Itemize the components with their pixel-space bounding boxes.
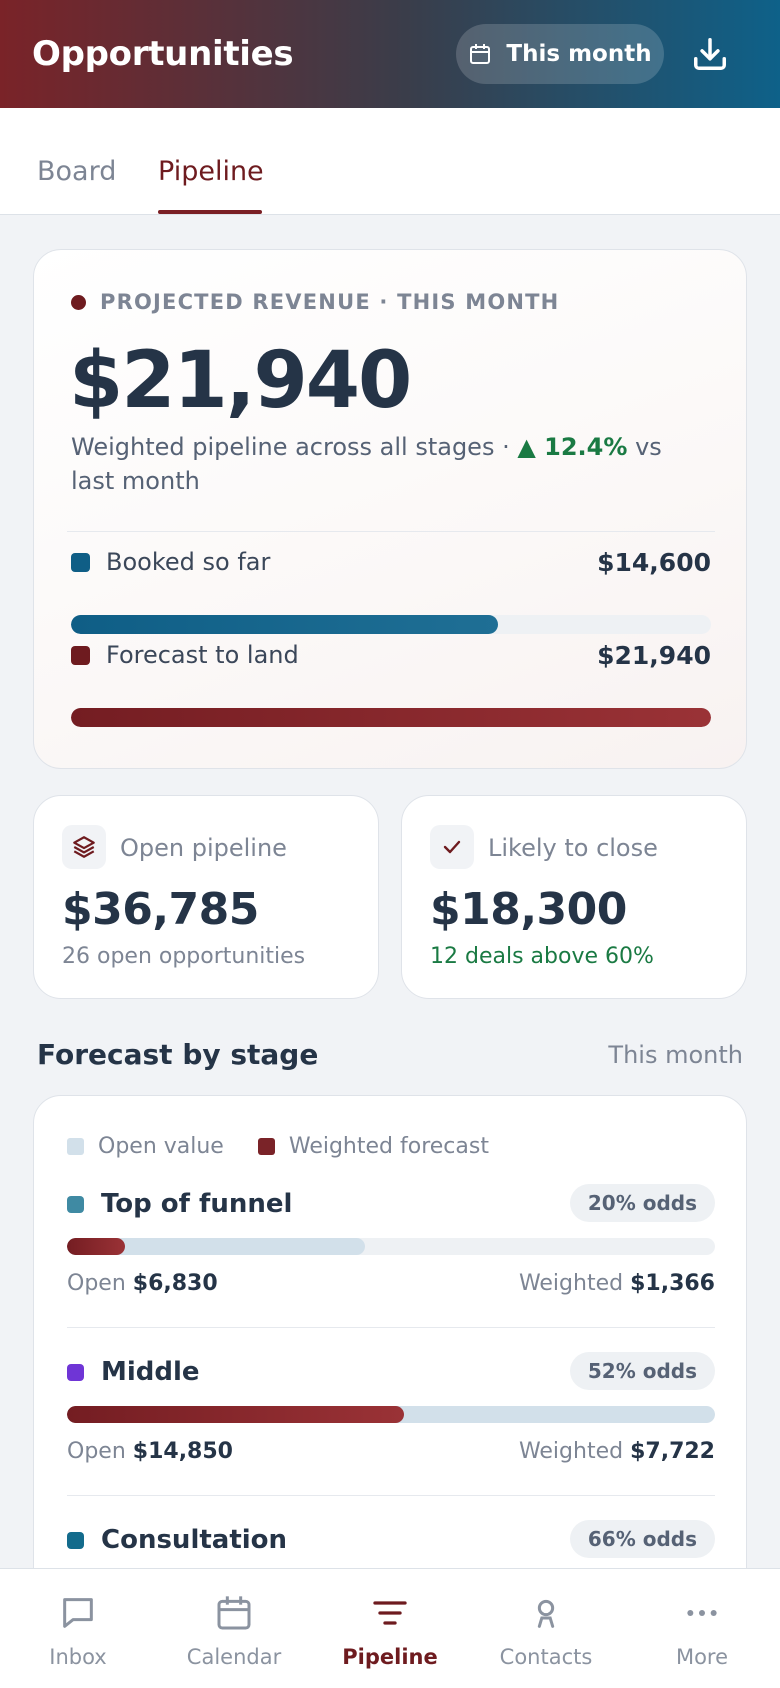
growth-indicator: ▲ 12.4% (517, 433, 628, 461)
inbox-icon (56, 1591, 100, 1635)
subtitle-prefix: Weighted pipeline across all stages · (71, 433, 510, 461)
legend-open-swatch (67, 1138, 84, 1155)
projected-revenue-amount: $21,940 (69, 336, 412, 426)
divider (67, 531, 715, 532)
stage-open-bar (67, 1238, 366, 1255)
nav-inbox[interactable]: Inbox (0, 1569, 156, 1688)
odds-badge: 52% odds (569, 1352, 715, 1390)
calendar-icon (470, 44, 491, 64)
stage-consultation[interactable]: Consultation 66% odds (67, 1520, 715, 1560)
date-range-button[interactable]: This month (456, 24, 664, 84)
tab-pipeline[interactable]: Pipeline (158, 156, 264, 187)
legend-weighted-swatch (257, 1138, 275, 1155)
subtitle-suffix: vs last month (71, 433, 662, 495)
open-value: $14,850 (132, 1439, 233, 1464)
calendar-icon (212, 1591, 256, 1635)
filter-icon (368, 1591, 412, 1635)
booked-label: Booked so far (106, 548, 271, 576)
open-pipeline-note: 26 open opportunities (62, 944, 306, 969)
open-label: Open (67, 1439, 126, 1464)
forecast-value: $21,940 (597, 640, 711, 670)
bottom-navigation: Inbox Calendar Pipeline Contacts (0, 1568, 780, 1688)
section-range-link[interactable]: This month (608, 1041, 743, 1069)
stage-values: Open $6,830 Weighted $1,366 (67, 1271, 715, 1301)
nav-label: Contacts (499, 1645, 593, 1669)
odds-badge: 20% odds (569, 1184, 715, 1222)
stage-values: Open $14,850 Weighted $7,722 (67, 1439, 715, 1469)
open-label: Open (67, 1271, 126, 1296)
likely-to-close-amount: $18,300 (430, 884, 627, 935)
divider (67, 1327, 715, 1328)
stage-top-of-funnel[interactable]: Top of funnel 20% odds Open $6,830 Weigh… (67, 1184, 715, 1301)
nav-contacts[interactable]: Contacts (468, 1569, 624, 1688)
stage-name: Middle (101, 1357, 200, 1387)
tab-board[interactable]: Board (37, 156, 117, 187)
odds-badge: 66% odds (569, 1520, 715, 1558)
open-pipeline-label: Open pipeline (120, 834, 287, 862)
booked-value: $14,600 (597, 547, 711, 577)
weighted-label: Weighted (518, 1271, 624, 1296)
open-pipeline-card[interactable]: Open pipeline $36,785 26 open opportunit… (33, 795, 379, 999)
divider (67, 1495, 715, 1496)
person-icon (524, 1591, 568, 1635)
open-value: $6,830 (132, 1271, 218, 1296)
booked-progress-fill (71, 615, 498, 634)
section-title: Forecast by stage (37, 1038, 319, 1071)
stage-bar (67, 1238, 715, 1255)
chart-legend: Open value Weighted forecast (67, 1134, 489, 1159)
booked-progress-bar (71, 615, 711, 634)
likely-to-close-card[interactable]: Likely to close $18,300 12 deals above 6… (401, 795, 747, 999)
nav-more[interactable]: More (624, 1569, 780, 1688)
forecast-swatch (71, 645, 90, 665)
download-button[interactable] (686, 30, 734, 78)
stage-color-swatch (67, 1195, 84, 1213)
stage-header: Top of funnel 20% odds (67, 1184, 715, 1224)
date-range-label: This month (506, 41, 652, 67)
stage-color-swatch (67, 1531, 84, 1549)
stage-name: Top of funnel (101, 1189, 293, 1219)
download-icon (694, 38, 726, 70)
likely-to-close-label: Likely to close (488, 834, 658, 862)
stage-name: Consultation (101, 1525, 288, 1555)
nav-pipeline[interactable]: Pipeline (312, 1569, 468, 1688)
status-dot (71, 294, 86, 310)
forecast-progress-bar (71, 708, 711, 727)
stage-color-swatch (67, 1363, 84, 1381)
projected-revenue-eyebrow: PROJECTED REVENUE · THIS MONTH (100, 290, 560, 314)
view-tabs: Board Pipeline (0, 108, 780, 215)
likely-to-close-note: 12 deals above 60% (430, 944, 654, 969)
projected-revenue-subtitle: Weighted pipeline across all stages · ▲ … (71, 430, 711, 498)
nav-label: Inbox (49, 1645, 107, 1669)
stage-middle[interactable]: Middle 52% odds Open $14,850 Weighted $7… (67, 1352, 715, 1469)
page-title: Opportunities (32, 34, 294, 74)
forecast-row: Forecast to land $21,940 (71, 640, 711, 670)
top-app-bar: Opportunities This month (0, 0, 780, 108)
forecast-progress-fill (71, 708, 711, 727)
nav-label: Calendar (186, 1645, 282, 1669)
booked-row: Booked so far $14,600 (71, 547, 711, 577)
check-icon (430, 825, 474, 869)
layers-icon (62, 825, 106, 869)
projected-revenue-card: PROJECTED REVENUE · THIS MONTH $21,940 W… (33, 249, 747, 769)
projected-revenue-heading: PROJECTED REVENUE · THIS MONTH (71, 290, 559, 314)
legend-open-label: Open value (98, 1134, 224, 1159)
stage-weighted-bar (67, 1406, 404, 1423)
stage-bar (67, 1406, 715, 1423)
active-tab-indicator (158, 210, 262, 214)
nav-calendar[interactable]: Calendar (156, 1569, 312, 1688)
more-icon (680, 1591, 724, 1635)
nav-label: Pipeline (342, 1645, 438, 1669)
forecast-label: Forecast to land (106, 641, 299, 669)
booked-swatch (71, 552, 90, 572)
open-pipeline-amount: $36,785 (62, 884, 259, 935)
stage-weighted-bar (67, 1238, 126, 1255)
weighted-value: $7,722 (630, 1439, 715, 1464)
stage-header: Consultation 66% odds (67, 1520, 715, 1560)
legend-weighted-label: Weighted forecast (288, 1134, 489, 1159)
weighted-label: Weighted (518, 1439, 624, 1464)
nav-label: More (675, 1645, 729, 1669)
weighted-value: $1,366 (630, 1271, 715, 1296)
stage-header: Middle 52% odds (67, 1352, 715, 1392)
